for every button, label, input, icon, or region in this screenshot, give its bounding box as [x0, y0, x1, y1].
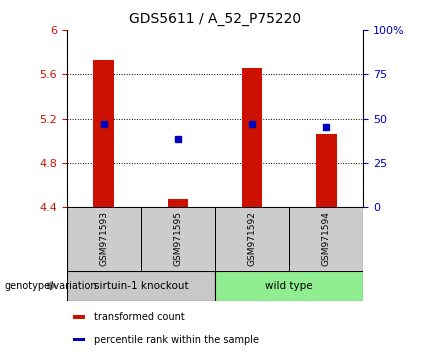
Title: GDS5611 / A_52_P75220: GDS5611 / A_52_P75220: [129, 12, 301, 26]
Text: wild type: wild type: [265, 281, 313, 291]
Bar: [73, 315, 85, 319]
Text: GSM971594: GSM971594: [322, 211, 331, 267]
Bar: [168, 199, 188, 207]
Bar: [215, 207, 289, 271]
Text: sirtuin-1 knockout: sirtuin-1 knockout: [93, 281, 188, 291]
Bar: [67, 207, 141, 271]
Bar: [141, 207, 215, 271]
Bar: [316, 134, 337, 207]
Bar: [215, 271, 363, 301]
Text: transformed count: transformed count: [94, 312, 185, 322]
Text: percentile rank within the sample: percentile rank within the sample: [94, 335, 259, 345]
Text: GSM971592: GSM971592: [248, 211, 257, 267]
Bar: [93, 60, 114, 207]
Text: GSM971595: GSM971595: [173, 211, 182, 267]
Text: genotype/variation: genotype/variation: [4, 281, 97, 291]
Bar: [73, 338, 85, 341]
Text: GSM971593: GSM971593: [99, 211, 108, 267]
Bar: [289, 207, 363, 271]
Bar: [67, 271, 215, 301]
Bar: [242, 68, 262, 207]
